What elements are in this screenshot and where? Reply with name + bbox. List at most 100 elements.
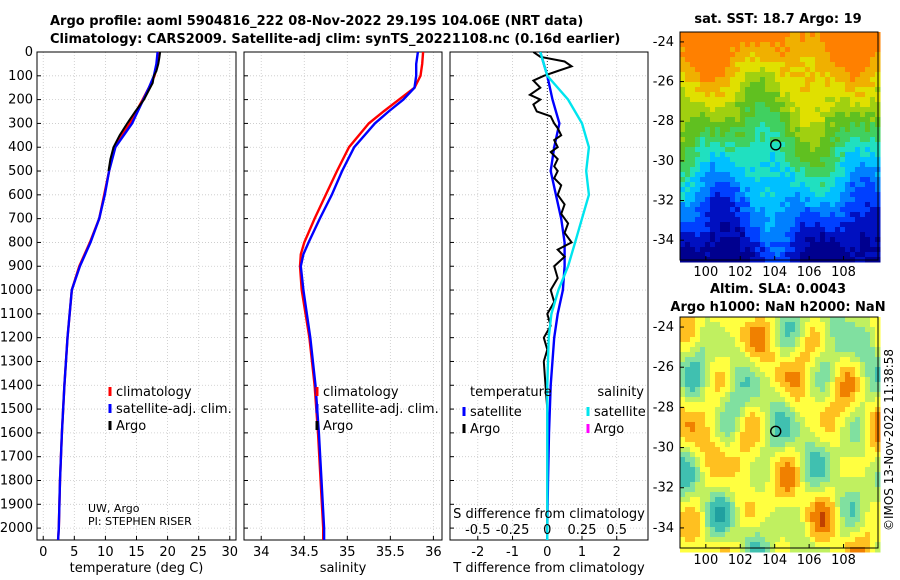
sla-map-cell bbox=[785, 447, 791, 453]
sla-map-cell bbox=[865, 507, 871, 513]
sla-map-cell bbox=[725, 407, 731, 413]
sla-map-cell bbox=[805, 447, 811, 453]
sst-map-cell bbox=[740, 67, 746, 73]
sla-map-cell bbox=[845, 367, 851, 373]
sst-map-cell bbox=[745, 82, 751, 88]
sst-map-cell bbox=[785, 232, 791, 238]
sst-map-cell bbox=[790, 207, 796, 213]
sla-map-cell bbox=[700, 337, 706, 343]
sst-map-cell bbox=[685, 192, 691, 198]
sst-map-cell bbox=[705, 107, 711, 113]
sst-map-cell bbox=[840, 167, 846, 173]
sla-map-cell bbox=[780, 547, 786, 553]
sla-map-cell bbox=[755, 442, 761, 448]
sst-map-cell bbox=[830, 142, 836, 148]
sla-map-cell bbox=[795, 367, 801, 373]
sla-map-cell bbox=[810, 417, 816, 423]
sla-map-cell bbox=[855, 497, 861, 503]
sst-map-cell bbox=[775, 132, 781, 138]
sst-map-cell bbox=[845, 77, 851, 83]
sla-map-cell bbox=[820, 357, 826, 363]
sst-map-cell bbox=[850, 72, 856, 78]
sla-map-cell bbox=[710, 447, 716, 453]
sst-map-cell bbox=[690, 172, 696, 178]
sla-map-cell bbox=[785, 332, 791, 338]
sla-map-cell bbox=[755, 527, 761, 533]
sst-map-cell bbox=[800, 122, 806, 128]
sst-map-cell bbox=[740, 182, 746, 188]
sst-map-cell bbox=[835, 122, 841, 128]
sla-map-cell bbox=[855, 317, 861, 323]
sla-map-cell bbox=[690, 497, 696, 503]
sst-map-cell bbox=[710, 212, 716, 218]
sst-map-cell bbox=[800, 167, 806, 173]
sla-map-cell bbox=[845, 412, 851, 418]
sla-map-cell bbox=[705, 407, 711, 413]
sst-map-cell bbox=[715, 112, 721, 118]
sst-map-cell bbox=[805, 87, 811, 93]
sst-map-cell bbox=[750, 37, 756, 43]
sla-map-cell bbox=[775, 542, 781, 548]
sst-map-cell bbox=[715, 157, 721, 163]
sla-map-cell bbox=[760, 522, 766, 528]
sst-map-cell bbox=[850, 97, 856, 103]
sla-map-cell bbox=[735, 462, 741, 468]
sst-map-cell bbox=[810, 137, 816, 143]
sla-map-cell bbox=[785, 532, 791, 538]
sst-map-cell bbox=[805, 182, 811, 188]
sla-map-cell bbox=[755, 327, 761, 333]
sla-map-cell bbox=[830, 397, 836, 403]
sst-map-cell bbox=[800, 217, 806, 223]
sst-map-cell bbox=[845, 42, 851, 48]
sla-map-cell bbox=[710, 482, 716, 488]
sst-map-cell bbox=[760, 127, 766, 133]
sst-map-cell bbox=[735, 177, 741, 183]
sla-map-cell bbox=[800, 442, 806, 448]
sla-map-cell bbox=[850, 332, 856, 338]
sla-map-cell bbox=[695, 477, 701, 483]
sst-map-cell bbox=[790, 222, 796, 228]
sst-map-cell bbox=[800, 107, 806, 113]
sla-map-cell bbox=[735, 377, 741, 383]
sst-map-cell bbox=[820, 97, 826, 103]
sst-map-cell bbox=[810, 162, 816, 168]
sst-map-cell bbox=[685, 122, 691, 128]
sla-map-cell bbox=[820, 502, 826, 508]
sla-map-cell bbox=[775, 507, 781, 513]
sst-map-cell bbox=[795, 62, 801, 68]
sla-map-cell bbox=[815, 522, 821, 528]
sla-map-cell bbox=[750, 332, 756, 338]
sst-map-cell bbox=[810, 132, 816, 138]
sla-map-cell bbox=[755, 422, 761, 428]
sla-map-cell bbox=[865, 357, 871, 363]
sla-map-cell bbox=[835, 462, 841, 468]
sla-map-cell bbox=[685, 517, 691, 523]
sst-map-cell bbox=[695, 42, 701, 48]
sla-map-cell bbox=[860, 392, 866, 398]
sla-map-cell bbox=[850, 387, 856, 393]
sla-map-cell bbox=[805, 357, 811, 363]
sla-map-cell bbox=[780, 527, 786, 533]
sst-map-cell bbox=[760, 217, 766, 223]
sst-map-cell bbox=[720, 182, 726, 188]
sla-map-cell bbox=[855, 372, 861, 378]
sst-map-cell bbox=[740, 122, 746, 128]
sst-map-cell bbox=[835, 242, 841, 248]
sst-map-cell bbox=[680, 227, 686, 233]
sla-map-cell bbox=[735, 332, 741, 338]
sla-map-cell bbox=[810, 352, 816, 358]
sla-map-cell bbox=[700, 462, 706, 468]
sla-map-cell bbox=[800, 392, 806, 398]
sla-map-cell bbox=[850, 367, 856, 373]
sst-map-cell bbox=[830, 192, 836, 198]
sst-map-cell bbox=[700, 222, 706, 228]
sst-map-cell bbox=[850, 32, 856, 38]
sla-map-cell bbox=[845, 422, 851, 428]
sla-map-cell bbox=[810, 437, 816, 443]
sst-map-cell bbox=[775, 102, 781, 108]
sst-map-cell bbox=[785, 132, 791, 138]
sst-map-cell bbox=[820, 32, 826, 38]
sla-map-cell bbox=[800, 467, 806, 473]
sla-map-cell bbox=[785, 422, 791, 428]
sla-map-cell bbox=[760, 527, 766, 533]
